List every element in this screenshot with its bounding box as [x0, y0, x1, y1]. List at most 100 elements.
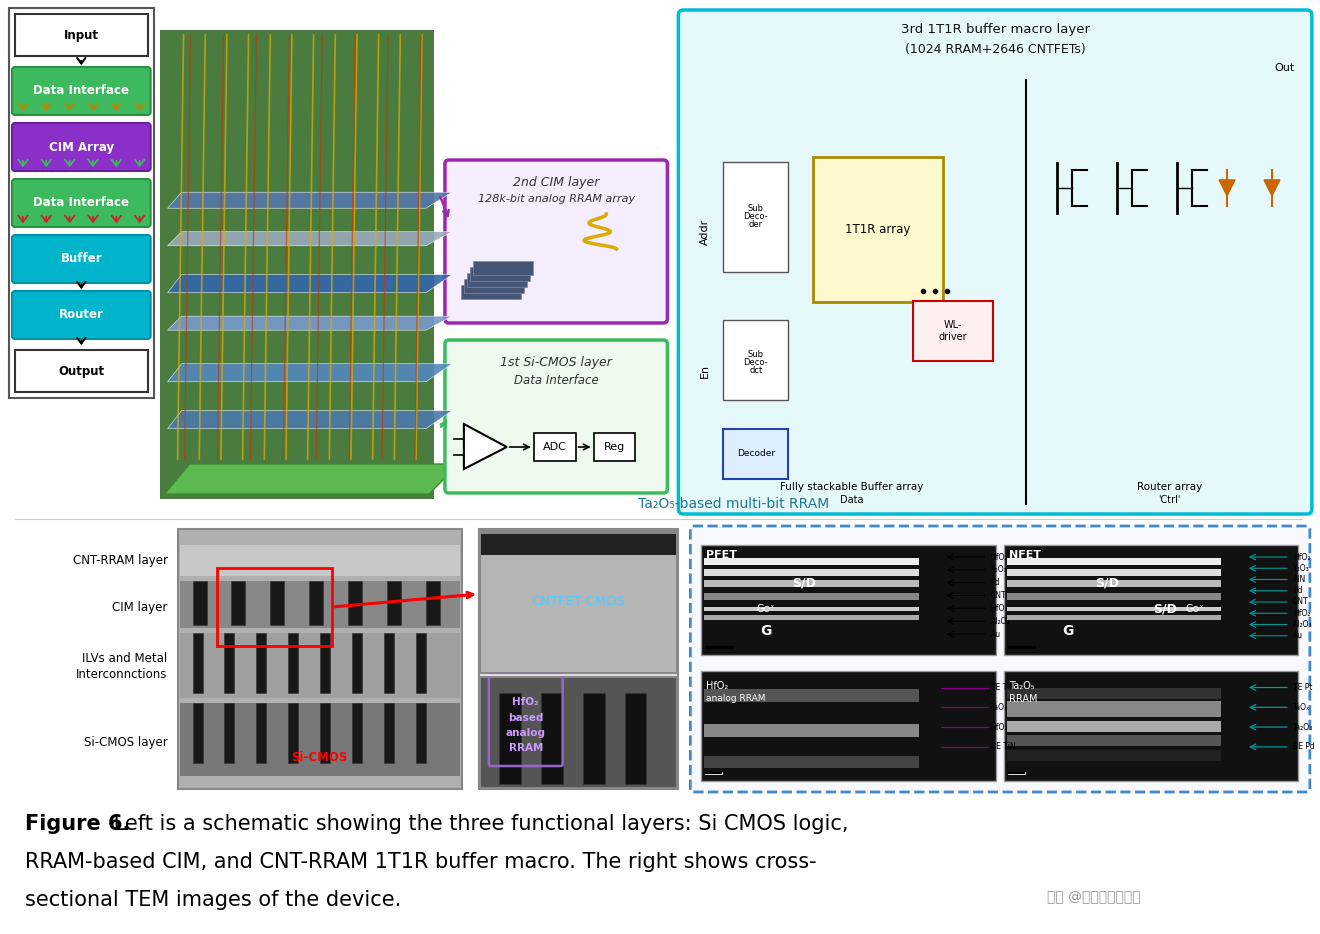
- FancyBboxPatch shape: [12, 67, 150, 115]
- Text: Au: Au: [990, 630, 1001, 639]
- Text: Sub: Sub: [747, 350, 764, 359]
- Text: RRAM: RRAM: [508, 743, 543, 753]
- Text: S/D: S/D: [1094, 577, 1118, 590]
- Bar: [467, 273, 527, 287]
- Bar: [1007, 616, 1221, 620]
- Text: Output: Output: [58, 364, 104, 377]
- Text: Fully stackable Buffer array: Fully stackable Buffer array: [780, 482, 924, 492]
- Text: (1024 RRAM+2646 CNTFETs): (1024 RRAM+2646 CNTFETs): [904, 43, 1085, 56]
- Bar: [218, 568, 333, 646]
- Polygon shape: [168, 275, 451, 292]
- Text: CIM Array: CIM Array: [49, 140, 114, 153]
- Bar: [624, 693, 647, 784]
- Text: G: G: [1063, 624, 1074, 638]
- Bar: [1007, 700, 1221, 717]
- Text: Data Interface: Data Interface: [33, 84, 129, 97]
- Bar: [1007, 580, 1221, 587]
- Text: NFET: NFET: [1008, 550, 1040, 560]
- Bar: [1007, 720, 1221, 731]
- Bar: [705, 569, 919, 575]
- Text: Si-CMOS layer: Si-CMOS layer: [84, 736, 168, 749]
- Text: HfO₂: HfO₂: [706, 681, 729, 691]
- Bar: [224, 633, 235, 693]
- Text: 'Ctrl': 'Ctrl': [1159, 495, 1181, 505]
- Bar: [180, 703, 459, 776]
- Bar: [913, 301, 993, 361]
- Text: 128k-bit analog RRAM array: 128k-bit analog RRAM array: [478, 194, 635, 204]
- Text: Ta₂O₃: Ta₂O₃: [1292, 723, 1313, 731]
- Text: ILVs and Metal
Interconnctions: ILVs and Metal Interconnctions: [77, 652, 168, 681]
- Text: Out: Out: [1275, 63, 1295, 73]
- Bar: [15, 14, 148, 56]
- Text: Router array: Router array: [1137, 482, 1203, 492]
- Text: CNTFET-CMOS: CNTFET-CMOS: [532, 595, 626, 608]
- Text: Data Interface: Data Interface: [513, 374, 598, 387]
- Text: TaOₓ: TaOₓ: [990, 702, 1008, 712]
- Bar: [705, 593, 919, 600]
- Bar: [533, 433, 576, 461]
- Bar: [701, 545, 995, 655]
- Bar: [1007, 687, 1221, 699]
- Bar: [582, 693, 605, 784]
- Bar: [321, 633, 330, 693]
- Bar: [705, 724, 919, 737]
- Text: Pd: Pd: [990, 578, 1001, 587]
- Polygon shape: [463, 424, 507, 469]
- FancyBboxPatch shape: [12, 179, 150, 227]
- Text: RRAM: RRAM: [1008, 694, 1038, 704]
- Text: Deco-: Deco-: [743, 212, 768, 221]
- FancyBboxPatch shape: [678, 10, 1312, 514]
- Bar: [193, 581, 206, 625]
- Text: Gᴑˣ: Gᴑˣ: [1185, 603, 1204, 614]
- Text: Buffer: Buffer: [61, 252, 102, 265]
- Text: TE Pt: TE Pt: [1292, 683, 1312, 692]
- Bar: [463, 279, 524, 293]
- Bar: [473, 261, 533, 275]
- Text: 3rd 1T1R buffer macro layer: 3rd 1T1R buffer macro layer: [900, 23, 1089, 36]
- Bar: [288, 633, 298, 693]
- Bar: [594, 433, 635, 461]
- Bar: [426, 581, 440, 625]
- Text: analog RRAM: analog RRAM: [706, 694, 766, 703]
- Bar: [224, 703, 235, 763]
- Text: Y₂O₃: Y₂O₃: [990, 565, 1007, 574]
- Bar: [705, 688, 919, 701]
- FancyBboxPatch shape: [12, 123, 150, 171]
- Text: Reg: Reg: [605, 442, 626, 452]
- Bar: [348, 581, 362, 625]
- Bar: [256, 633, 267, 693]
- Bar: [705, 739, 919, 754]
- Bar: [193, 703, 202, 763]
- Bar: [705, 756, 919, 768]
- Text: Y₂O₃: Y₂O₃: [1292, 564, 1309, 573]
- Bar: [479, 529, 678, 789]
- Bar: [256, 703, 267, 763]
- Bar: [1007, 559, 1221, 565]
- Polygon shape: [1265, 180, 1280, 196]
- Bar: [352, 633, 362, 693]
- Bar: [180, 545, 459, 575]
- Bar: [178, 529, 462, 789]
- Text: HfO₂: HfO₂: [1292, 609, 1311, 617]
- Bar: [705, 559, 919, 565]
- Text: En: En: [701, 363, 710, 377]
- Text: Ta₂O₅-based multi-bit RRAM: Ta₂O₅-based multi-bit RRAM: [639, 497, 830, 511]
- Text: ADC: ADC: [543, 442, 566, 452]
- Polygon shape: [168, 232, 451, 246]
- Bar: [541, 693, 562, 784]
- Text: 2nd CIM layer: 2nd CIM layer: [513, 176, 599, 189]
- Polygon shape: [168, 317, 451, 330]
- Bar: [1007, 735, 1221, 746]
- Bar: [461, 285, 521, 299]
- Text: Decoder: Decoder: [737, 449, 775, 459]
- Bar: [384, 703, 395, 763]
- Bar: [193, 633, 202, 693]
- Polygon shape: [165, 464, 459, 494]
- Bar: [705, 704, 919, 720]
- Text: Si-CMOS: Si-CMOS: [292, 751, 348, 764]
- Bar: [1003, 671, 1298, 781]
- FancyBboxPatch shape: [690, 526, 1309, 792]
- FancyBboxPatch shape: [12, 235, 150, 283]
- Text: HfO₂: HfO₂: [512, 698, 539, 707]
- Text: CNT-RRAM layer: CNT-RRAM layer: [73, 554, 168, 567]
